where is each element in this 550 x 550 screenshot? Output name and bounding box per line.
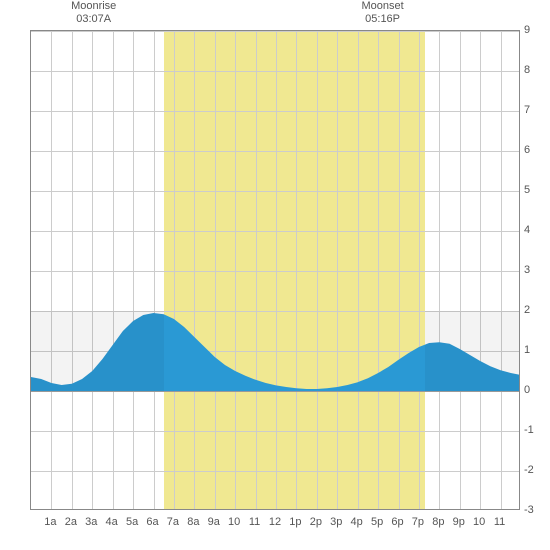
x-tick-label: 7a (167, 516, 179, 528)
y-tick-label: 0 (524, 384, 530, 396)
y-tick-label: -2 (524, 464, 534, 476)
y-tick-label: 8 (524, 64, 530, 76)
y-tick-label: 7 (524, 104, 530, 116)
y-tick-label: -3 (524, 504, 534, 516)
tide-series (31, 31, 520, 510)
top-label-title: Moonrise (71, 0, 116, 13)
x-tick-label: 5a (126, 516, 138, 528)
x-tick-label: 4a (106, 516, 118, 528)
x-tick-label: 12 (269, 516, 281, 528)
x-tick-label: 7p (412, 516, 424, 528)
x-tick-label: 6a (146, 516, 158, 528)
night-shade (31, 311, 164, 391)
moonrise-label: Moonrise03:07A (71, 0, 116, 26)
y-tick-label: 2 (524, 304, 530, 316)
x-tick-label: 6p (391, 516, 403, 528)
x-tick-label: 10 (228, 516, 240, 528)
y-tick-label: -1 (524, 424, 534, 436)
x-tick-label: 11 (249, 516, 260, 528)
x-tick-label: 8a (187, 516, 199, 528)
x-tick-label: 11 (494, 516, 505, 528)
x-tick-label: 1p (289, 516, 301, 528)
x-tick-label: 3a (85, 516, 97, 528)
top-label-time: 05:16P (361, 13, 403, 26)
x-tick-label: 10 (473, 516, 485, 528)
x-tick-label: 2p (310, 516, 322, 528)
x-tick-label: 2a (65, 516, 77, 528)
top-label-title: Moonset (361, 0, 403, 13)
x-tick-label: 9p (453, 516, 465, 528)
x-tick-label: 9a (208, 516, 220, 528)
tide-chart: Moonrise03:07AMoonset05:16P -3-2-1012345… (0, 0, 550, 550)
x-tick-label: 4p (351, 516, 363, 528)
plot-area (30, 30, 520, 510)
top-label-time: 03:07A (71, 13, 116, 26)
y-tick-label: 9 (524, 24, 530, 36)
y-tick-label: 5 (524, 184, 530, 196)
x-tick-label: 5p (371, 516, 383, 528)
top-labels-row: Moonrise03:07A Moonset05:16P (0, 0, 550, 30)
zero-line (31, 391, 519, 392)
moonset-label: Moonset05:16P (361, 0, 403, 26)
night-shade (425, 311, 520, 391)
x-tick-label: 8p (432, 516, 444, 528)
y-tick-label: 4 (524, 224, 530, 236)
x-tick-label: 1a (44, 516, 56, 528)
y-tick-label: 3 (524, 264, 530, 276)
y-tick-label: 1 (524, 344, 530, 356)
y-tick-label: 6 (524, 144, 530, 156)
x-tick-label: 3p (330, 516, 342, 528)
